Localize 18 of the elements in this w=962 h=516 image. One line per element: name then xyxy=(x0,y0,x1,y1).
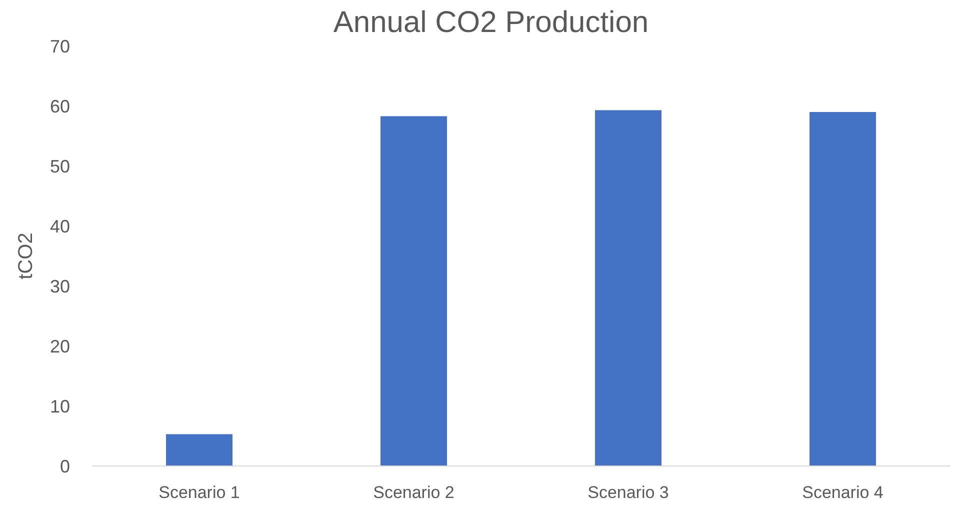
bar xyxy=(810,112,876,466)
y-tick-label: 40 xyxy=(50,216,70,236)
bar xyxy=(166,434,232,466)
y-tick-label: 20 xyxy=(50,336,70,356)
x-tick-label: Scenario 2 xyxy=(373,483,454,502)
y-tick-label: 50 xyxy=(50,156,70,176)
bar xyxy=(595,110,662,466)
chart-title: Annual CO2 Production xyxy=(333,6,649,39)
y-tick-label: 30 xyxy=(50,276,70,296)
y-axis-title: tCO2 xyxy=(15,232,37,280)
y-tick-label: 0 xyxy=(60,456,70,476)
y-tick-label: 60 xyxy=(50,96,70,116)
x-tick-label: Scenario 3 xyxy=(588,483,669,502)
y-tick-label: 10 xyxy=(50,396,70,416)
y-tick-label: 70 xyxy=(50,36,70,56)
x-tick-label: Scenario 1 xyxy=(158,483,240,502)
x-tick-label: Scenario 4 xyxy=(802,483,884,502)
bar xyxy=(380,116,447,466)
